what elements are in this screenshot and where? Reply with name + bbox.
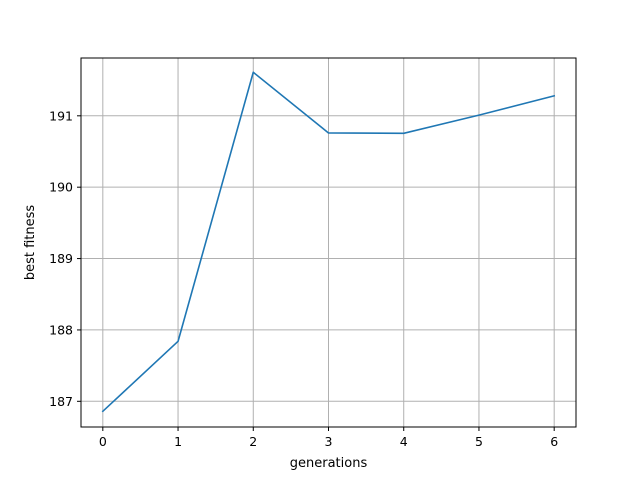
x-tick-label: 1 [174, 434, 182, 449]
x-tick-label: 0 [99, 434, 107, 449]
grid [81, 58, 576, 427]
y-tick-label: 187 [49, 394, 73, 409]
y-tick-label: 190 [49, 180, 73, 195]
y-axis-label: best fitness [23, 205, 38, 281]
x-axis-label: generations [290, 456, 368, 471]
x-tick-label: 4 [400, 434, 408, 449]
y-tick-label: 189 [49, 251, 73, 266]
x-tick-label: 2 [249, 434, 257, 449]
x-tick-label: 5 [475, 434, 483, 449]
series-line [101, 71, 556, 413]
ticks: 0 1 2 3 4 5 6 187 188 189 190 191 [49, 108, 558, 449]
x-tick-label: 6 [550, 434, 558, 449]
y-tick-label: 191 [49, 108, 73, 123]
series-layer [101, 71, 556, 413]
y-tick-label: 188 [49, 322, 73, 337]
x-tick-label: 3 [325, 434, 333, 449]
